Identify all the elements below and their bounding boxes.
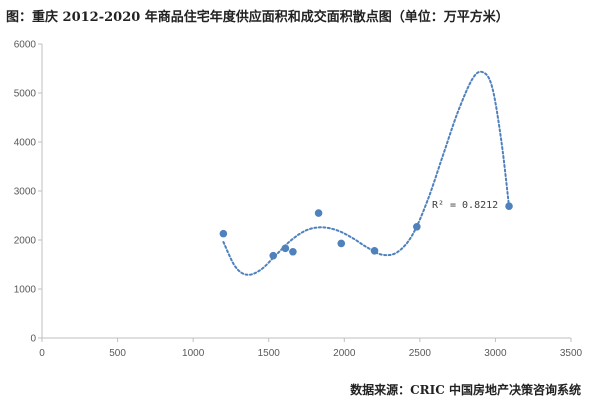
data-point-7 — [370, 246, 379, 255]
y-tick-label: 3000 — [14, 187, 37, 198]
data-point-1 — [219, 229, 228, 238]
y-tick-label: 1000 — [14, 285, 37, 296]
y-tick-label: 4000 — [14, 138, 37, 149]
x-tick-label: 0 — [39, 348, 45, 359]
x-tick-label: 1500 — [258, 348, 281, 359]
trendline — [222, 70, 510, 276]
y-tick-label: 5000 — [14, 89, 37, 100]
x-tick-label: 2500 — [409, 348, 432, 359]
axes — [38, 43, 572, 342]
data-point-8 — [413, 222, 421, 231]
y-tick-label: 2000 — [14, 236, 37, 247]
data-point-3 — [281, 244, 290, 253]
y-tick-label: 6000 — [14, 40, 37, 51]
data-point-9 — [505, 202, 513, 210]
x-tick-label: 1000 — [182, 348, 205, 359]
x-tick-label: 2000 — [333, 348, 356, 359]
r-squared-label: R² = 0.8212 — [432, 200, 498, 211]
y-tick-label: 0 — [30, 334, 36, 345]
data-point-2 — [269, 251, 278, 260]
data-point-6 — [337, 239, 346, 248]
data-point-5 — [314, 209, 323, 217]
data-point-4 — [289, 247, 297, 256]
chart-title: 图：重庆 2012-2020 年商品住宅年度供应面积和成交面积散点图（单位：万平… — [6, 10, 509, 25]
tick-labels: 0 500 1000 1500 2000 2500 3000 3500 0 1000 2000 300… — [14, 40, 583, 360]
source-note: 数据来源：CRIC 中国房地产决策咨询系统 — [350, 383, 581, 397]
data-points — [219, 202, 513, 260]
x-tick-label: 3500 — [560, 348, 583, 359]
x-tick-label: 500 — [109, 348, 126, 359]
x-tick-label: 3000 — [484, 348, 507, 359]
